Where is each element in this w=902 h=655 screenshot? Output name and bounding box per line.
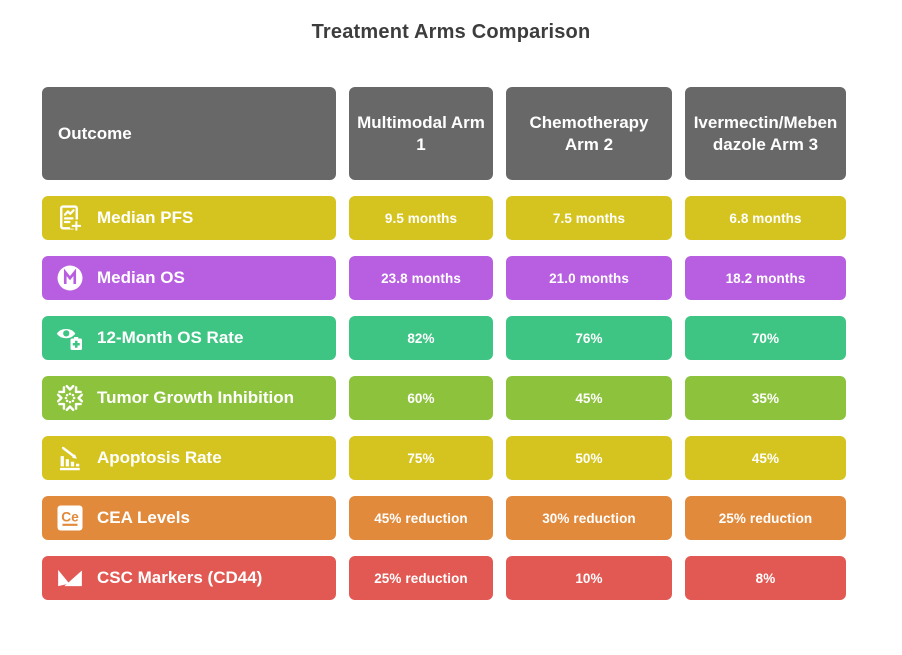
row-label-text: Median PFS — [97, 208, 194, 227]
cell-tumor-growth-arm1: 60% — [349, 376, 493, 420]
cell-os-rate-arm2: 76% — [506, 316, 672, 360]
row-label-text: 12-Month OS Rate — [97, 328, 244, 347]
header-arm-3: Ivermectin/Mebendazole Arm 3 — [685, 87, 846, 180]
cell-os-rate-arm1: 82% — [349, 316, 493, 360]
row-label-text: CEA Levels — [97, 508, 190, 527]
inhibition-burst-icon — [56, 384, 84, 412]
cell-median-os-arm3: 18.2 months — [685, 256, 846, 300]
row-label-median-pfs: Median PFS — [42, 196, 336, 240]
row-label-cea: Ce CEA Levels — [42, 496, 336, 540]
cell-tumor-growth-arm2: 45% — [506, 376, 672, 420]
cell-csc-arm3: 8% — [685, 556, 846, 600]
cell-cea-arm2: 30% reduction — [506, 496, 672, 540]
row-label-text: Tumor Growth Inhibition — [97, 388, 295, 407]
cell-median-pfs-arm2: 7.5 months — [506, 196, 672, 240]
cell-apoptosis-arm2: 50% — [506, 436, 672, 480]
cell-median-os-arm1: 23.8 months — [349, 256, 493, 300]
row-label-tumor-growth: Tumor Growth Inhibition — [42, 376, 336, 420]
cell-csc-arm2: 10% — [506, 556, 672, 600]
cell-csc-arm1: 25% reduction — [349, 556, 493, 600]
cell-cea-arm3: 25% reduction — [685, 496, 846, 540]
page-title: Treatment Arms Comparison — [311, 21, 591, 43]
triangles-icon — [58, 569, 82, 587]
cell-median-pfs-arm1: 9.5 months — [349, 196, 493, 240]
svg-text:Ce: Ce — [61, 509, 79, 524]
declining-chart-icon — [60, 446, 80, 471]
row-label-apoptosis: Apoptosis Rate — [42, 436, 336, 480]
header-outcome: Outcome — [42, 87, 336, 180]
row-label-text: Apoptosis Rate — [97, 448, 222, 467]
medical-report-add-icon — [60, 205, 83, 233]
eye-medical-icon — [56, 329, 82, 350]
header-arm-2: Chemotherapy Arm 2 — [506, 87, 672, 180]
row-label-os-rate: 12-Month OS Rate — [42, 316, 336, 360]
row-label-median-os: Median OS — [42, 256, 336, 300]
cell-median-os-arm2: 21.0 months — [506, 256, 672, 300]
cerium-element-icon: Ce — [57, 505, 83, 531]
row-label-text: Median OS — [97, 268, 185, 287]
comparison-table: Outcome Multimodal Arm 1 Chemotherapy Ar… — [42, 87, 902, 600]
cell-os-rate-arm3: 70% — [685, 316, 846, 360]
header-arm-1: Multimodal Arm 1 — [349, 87, 493, 180]
cell-median-pfs-arm3: 6.8 months — [685, 196, 846, 240]
cell-tumor-growth-arm3: 35% — [685, 376, 846, 420]
row-label-csc-markers: CSC Markers (CD44) — [42, 556, 336, 600]
row-label-text: CSC Markers (CD44) — [97, 568, 263, 587]
cell-cea-arm1: 45% reduction — [349, 496, 493, 540]
m-circle-icon — [57, 265, 83, 291]
cell-apoptosis-arm1: 75% — [349, 436, 493, 480]
cell-apoptosis-arm3: 45% — [685, 436, 846, 480]
